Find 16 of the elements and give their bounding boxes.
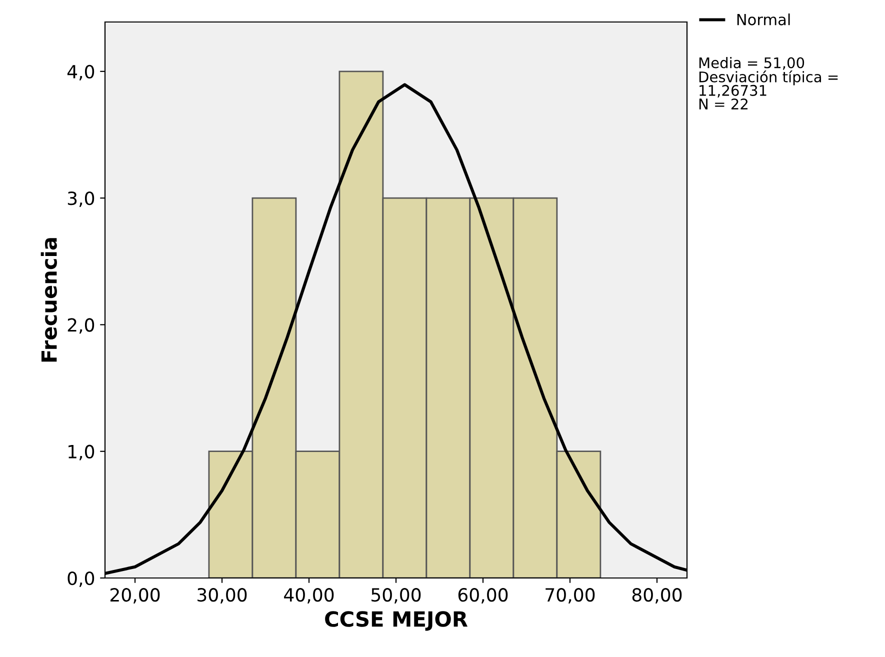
- y-tick-label: 4,0: [67, 64, 94, 80]
- x-tick-label: 70,00: [546, 588, 595, 604]
- x-tick-label: 50,00: [372, 588, 421, 604]
- text: Media = 51,00 Desviación típica = 11,26731 N = 22: [699, 57, 838, 110]
- x-tick-label: 80,00: [632, 588, 682, 604]
- x-tick-label: 30,00: [198, 588, 247, 604]
- legend-label: Normal: [737, 14, 790, 26]
- x-tick-label: 40,00: [284, 588, 334, 604]
- y-tick-label: 3,0: [68, 192, 94, 208]
- y-tick-label: 1,0: [68, 444, 94, 460]
- x-tick-label: 20,00: [110, 588, 160, 604]
- y-axis-title: Frecuencia: [40, 238, 57, 362]
- x-tick-label: 60,00: [458, 588, 508, 604]
- y-tick-label: 0,0: [68, 571, 94, 587]
- x-axis-title: CCSE MEJOR: [325, 611, 468, 631]
- y-tick-label: 2,0: [68, 318, 94, 334]
